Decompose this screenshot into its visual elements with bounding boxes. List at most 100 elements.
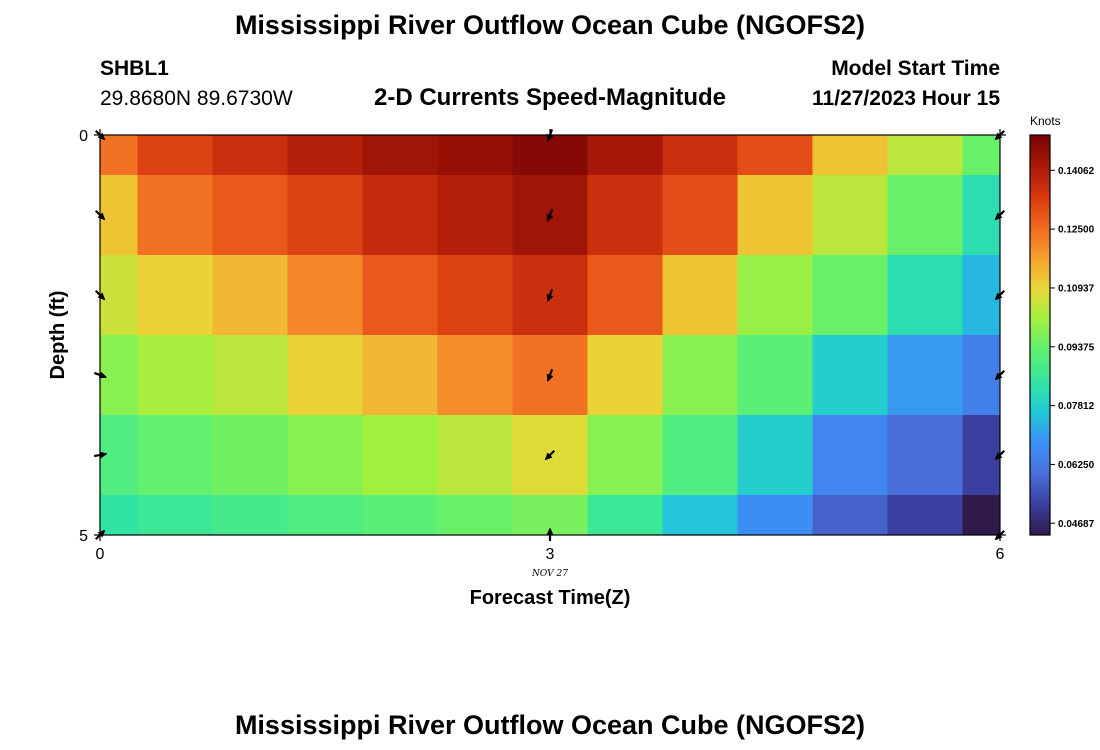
x-tick-label: 3	[546, 546, 555, 563]
heatmap-cell	[137, 495, 213, 536]
heatmap-cell	[887, 255, 963, 336]
heatmap-cell	[887, 335, 963, 416]
colorbar-tick-label: 0.06250	[1058, 460, 1095, 471]
heatmap-cell	[812, 255, 888, 336]
heatmap-cell	[287, 135, 363, 176]
heatmap-cell	[137, 415, 213, 496]
heatmap-cell	[962, 415, 1001, 496]
heatmap-cell	[362, 335, 438, 416]
heatmap-cell	[100, 175, 138, 256]
heatmap-cell	[137, 175, 213, 256]
heatmap-cell	[962, 175, 1001, 256]
heatmap-cell	[587, 175, 663, 256]
colorbar-legend: Knots 0.04687 0.06250 0.07812 0.09375 0.1093…	[1029, 114, 1095, 536]
heatmap-cell	[100, 495, 138, 536]
heatmap-cell	[212, 415, 288, 496]
heatmap-cell	[887, 135, 963, 176]
heatmap-cell	[212, 135, 288, 176]
heatmap-cell	[662, 495, 738, 536]
heatmap-cell	[587, 415, 663, 496]
heatmap-cell	[587, 495, 663, 536]
x-tick-label: 0	[96, 546, 105, 563]
colorbar-ticks: 0.04687 0.06250 0.07812 0.09375 0.10937 0.125…	[1050, 166, 1095, 530]
heatmap-cell	[362, 135, 438, 176]
heatmap-cell	[212, 495, 288, 536]
x-axis: 0 3 6	[96, 129, 1005, 563]
chart-title: Mississippi River Outflow Ocean Cube (NG…	[234, 10, 866, 40]
heatmap-cell	[662, 175, 738, 256]
heatmap-cell	[437, 335, 513, 416]
heatmap-cell	[737, 335, 813, 416]
heatmap-cell	[287, 335, 363, 416]
heatmap-cell	[137, 335, 213, 416]
colorbar	[1029, 134, 1051, 536]
heatmap-cell	[437, 495, 513, 536]
heatmap-cell	[437, 135, 513, 176]
footer-chart-title: Mississippi River Outflow Ocean Cube (NG…	[234, 710, 866, 740]
heatmap-cell	[287, 175, 363, 256]
heatmap-cell	[887, 415, 963, 496]
x-tick-label: 6	[996, 546, 1005, 563]
heatmap-cell	[362, 255, 438, 336]
colorbar-tick-label: 0.14062	[1058, 166, 1095, 177]
heatmap-cell	[100, 135, 138, 176]
y-tick-label: 0	[79, 128, 88, 145]
heatmap-cell	[100, 255, 138, 336]
heatmap-cell	[662, 135, 738, 176]
heatmap-cell	[362, 175, 438, 256]
heatmap-cell	[137, 255, 213, 336]
heatmap-cell	[587, 255, 663, 336]
heatmap-cells	[100, 135, 1001, 536]
current-arrow	[546, 208, 554, 223]
heatmap-cell	[737, 175, 813, 256]
heatmap-cell	[287, 495, 363, 536]
heatmap-cell	[962, 135, 1001, 176]
heatmap-cell	[887, 175, 963, 256]
heatmap-cell	[587, 335, 663, 416]
colorbar-tick-label: 0.04687	[1058, 519, 1095, 530]
heatmap-cell	[812, 175, 888, 256]
heatmap-cell	[962, 335, 1001, 416]
heatmap-cell	[662, 255, 738, 336]
x-axis-label: Forecast Time(Z)	[470, 587, 631, 609]
colorbar-tick-label: 0.07812	[1058, 401, 1095, 412]
y-axis-label: Depth (ft)	[47, 291, 69, 380]
heatmap-cell	[737, 415, 813, 496]
heatmap-cell	[137, 135, 213, 176]
heatmap-cell	[100, 335, 138, 416]
model-start-value: 11/27/2023 Hour 15	[812, 87, 1000, 110]
current-arrow	[544, 449, 556, 461]
heatmap-cell	[737, 135, 813, 176]
heatmap-cell	[812, 415, 888, 496]
heatmap-cell	[662, 335, 738, 416]
current-arrow	[546, 288, 554, 303]
heatmap-cell	[587, 135, 663, 176]
y-tick-label: 5	[79, 528, 88, 545]
y-axis: 05	[79, 128, 1006, 545]
station-coordinates: 29.8680N 89.6730W	[100, 87, 293, 110]
heatmap-cell	[512, 135, 588, 176]
heatmap-cell	[737, 255, 813, 336]
heatmap-cell	[887, 495, 963, 536]
heatmap-cell	[437, 415, 513, 496]
heatmap-cell	[962, 495, 1001, 536]
colorbar-tick-label: 0.09375	[1058, 342, 1095, 353]
heatmap-cell	[812, 495, 888, 536]
colorbar-tick-label: 0.12500	[1058, 225, 1095, 236]
heatmap-cell	[212, 255, 288, 336]
colorbar-tick-label: 0.10937	[1058, 283, 1095, 294]
date-label: NOV 27	[531, 569, 568, 579]
heatmap-cell	[812, 335, 888, 416]
current-arrow	[546, 368, 554, 383]
station-id: SHBL1	[100, 57, 169, 80]
heatmap-cell	[287, 255, 363, 336]
heatmap-cell	[812, 135, 888, 176]
heatmap-cell	[962, 255, 1001, 336]
model-start-label: Model Start Time	[831, 57, 1000, 80]
heatmap-cell	[662, 415, 738, 496]
colorbar-title: Knots	[1030, 114, 1061, 128]
heatmap-cell	[437, 255, 513, 336]
heatmap-cell	[212, 175, 288, 256]
chart-subtitle: 2-D Currents Speed-Magnitude	[373, 84, 727, 111]
